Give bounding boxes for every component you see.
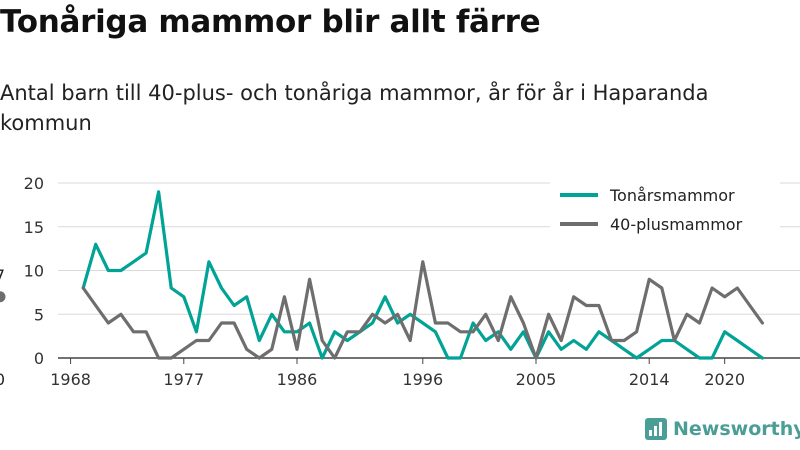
end-label: 0 xyxy=(0,370,5,389)
x-tick-label: 1977 xyxy=(163,370,204,389)
x-tick-label: 1986 xyxy=(277,370,318,389)
x-tick-label: 2014 xyxy=(629,370,670,389)
y-tick-label: 20 xyxy=(24,174,44,193)
brand-logo: Newsworthy xyxy=(645,418,800,440)
y-tick-label: 5 xyxy=(34,305,44,324)
x-tick-label: 2005 xyxy=(516,370,557,389)
y-tick-label: 10 xyxy=(24,262,44,281)
x-tick-label: 2020 xyxy=(704,370,745,389)
legend-label: 40-plusmammor xyxy=(610,215,743,234)
series-end-point xyxy=(0,291,6,303)
series-line-0 xyxy=(81,190,764,360)
end-label: 7 xyxy=(0,266,5,285)
newsworthy-logo-icon xyxy=(645,418,667,440)
y-tick-label: 0 xyxy=(34,349,44,368)
legend-label: Tonårsmammor xyxy=(609,186,735,205)
x-tick-label: 1968 xyxy=(50,370,91,389)
brand-name: Newsworthy xyxy=(673,418,800,440)
chart-subtitle: Antal barn till 40-plus- och tonåriga ma… xyxy=(0,81,709,135)
series-line-1 xyxy=(81,260,764,360)
y-tick-label: 15 xyxy=(24,218,44,237)
x-tick-label: 1996 xyxy=(402,370,443,389)
legend-box xyxy=(550,178,780,240)
chart-title: Tonåriga mammor blir allt färre xyxy=(0,4,541,40)
